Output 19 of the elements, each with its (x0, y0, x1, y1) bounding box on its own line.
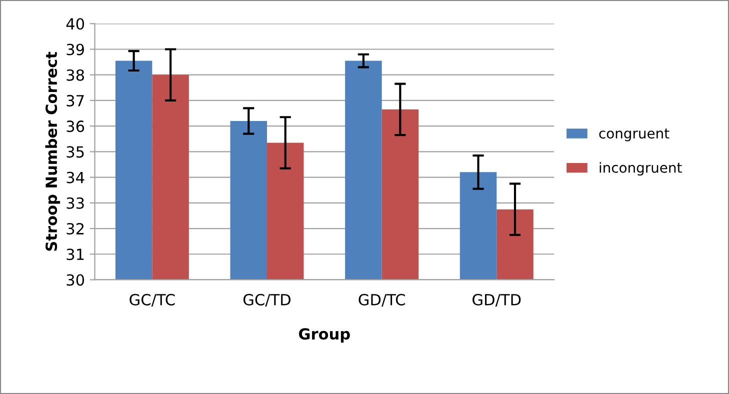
y-tick-label: 33 (66, 197, 84, 209)
y-tick-label: 40 (66, 18, 84, 30)
y-tick-label: 30 (66, 274, 84, 286)
y-tick-label: 39 (66, 44, 84, 56)
y-axis-title: Stroop Number Correct (45, 52, 60, 251)
y-tick-label: 31 (66, 248, 84, 260)
y-tick-label: 32 (66, 222, 84, 235)
y-tick-label: 34 (66, 172, 84, 184)
y-tick-label: 36 (66, 120, 84, 132)
x-tick-label: GD/TC (358, 294, 405, 307)
x-axis-title: Group (298, 328, 350, 343)
x-tick-label: GD/TD (472, 294, 521, 307)
legend-label: incongruent (600, 162, 682, 176)
legend-label: congruent (599, 128, 670, 142)
y-tick-label: 38 (66, 69, 84, 81)
x-tick-label: GC/TC (130, 294, 175, 307)
y-tick-label: 37 (66, 94, 84, 106)
x-tick-label: GC/TD (243, 294, 290, 307)
y-tick-label: 35 (66, 146, 84, 158)
